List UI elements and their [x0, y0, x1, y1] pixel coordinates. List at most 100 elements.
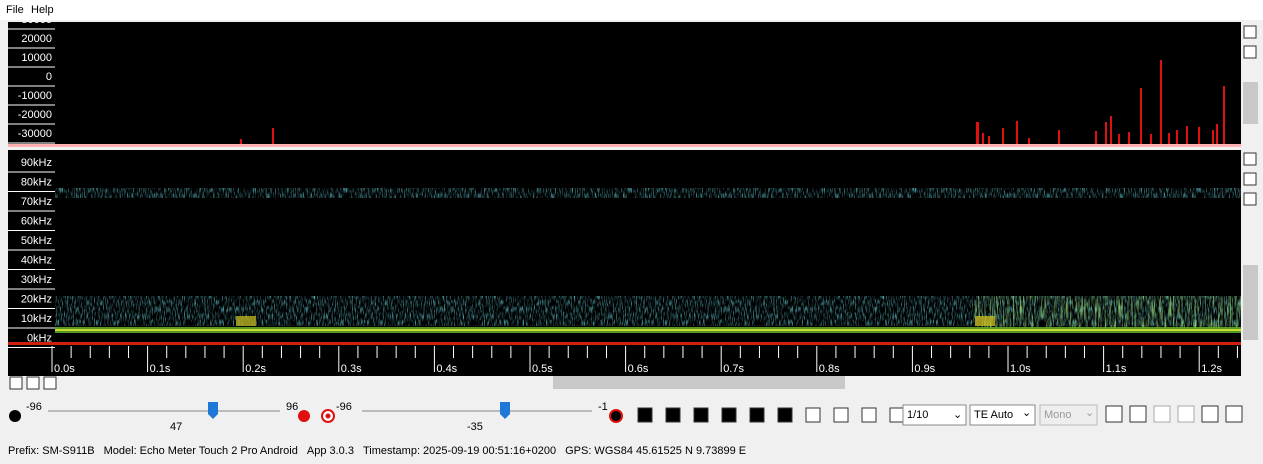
time-label: 0.1s	[150, 363, 171, 375]
waveform-label: -20000	[18, 109, 52, 121]
chevron: ⌄	[1085, 407, 1094, 419]
scroll-thumb[interactable]	[1243, 265, 1258, 340]
slider-thumb[interactable]	[208, 402, 218, 419]
nav-button[interactable]	[1225, 405, 1243, 423]
time-label: 0.7s	[723, 363, 744, 375]
time-axis	[8, 345, 1241, 376]
time-label: 0.4s	[436, 363, 457, 375]
slider-label: -1	[598, 401, 608, 413]
dropdowns: 1/10 TE Auto Mono ⌄ ⌄ ⌄	[902, 404, 1098, 426]
gain-icon	[9, 410, 21, 422]
time-label: 1.0s	[1010, 363, 1031, 375]
time-label: 1.1s	[1106, 363, 1127, 375]
time-label: 0.8s	[819, 363, 840, 375]
slider-label: -35	[467, 421, 483, 433]
zoom-in[interactable]	[9, 376, 23, 390]
frequency-label: 50kHz	[21, 235, 52, 247]
zoom-in[interactable]	[1243, 152, 1257, 166]
tool-button[interactable]	[861, 407, 877, 423]
slider-label: -96	[26, 401, 42, 413]
toolbar	[637, 407, 905, 423]
nav-button[interactable]	[1129, 405, 1147, 423]
trigger-dropdown[interactable]	[969, 404, 1036, 426]
zoom-out[interactable]	[26, 376, 40, 390]
h-scroll-thumb[interactable]	[553, 376, 845, 389]
frequency-label: 30kHz	[21, 274, 52, 286]
tool-button[interactable]	[721, 407, 737, 423]
waveform-label: 0	[46, 71, 52, 83]
channel-dropdown[interactable]	[1039, 404, 1098, 426]
frequency-label: 10kHz	[21, 313, 52, 325]
spectrogram-call	[975, 316, 995, 326]
threshold-icon-dot	[325, 413, 331, 419]
time-ticks	[51, 346, 1238, 372]
slider-label: 47	[170, 421, 182, 433]
status-text: Timestamp: 2025-09-19 00:51:16+0200	[363, 445, 556, 457]
spectrogram-noise	[55, 188, 1241, 198]
channel-value: Mono	[1044, 409, 1072, 421]
status-text: Prefix: SM-S911B	[8, 445, 95, 457]
frequency-label: 60kHz	[21, 215, 52, 227]
time-label: 0.6s	[628, 363, 649, 375]
speed-value: 1/10	[907, 409, 928, 421]
spectrogram-call	[236, 316, 256, 326]
frequency-label: 80kHz	[21, 176, 52, 188]
spectrogram-band	[55, 329, 1241, 331]
status-text: GPS: WGS84 45.61525 N 9.73899 E	[565, 445, 746, 457]
nav-button[interactable]	[1153, 405, 1171, 423]
zoom-out[interactable]	[1243, 172, 1257, 186]
tool-button[interactable]	[805, 407, 821, 423]
trigger-value: TE Auto	[974, 409, 1013, 421]
zoom-in[interactable]	[1243, 25, 1257, 39]
trigger-icon	[609, 409, 623, 423]
frequency-label: 90kHz	[21, 157, 52, 169]
record-icon	[298, 410, 310, 422]
speed-dropdown[interactable]	[902, 404, 967, 426]
tool-button[interactable]	[637, 407, 653, 423]
time-label: 1.2s	[1201, 363, 1222, 375]
menu-bar	[0, 0, 1263, 20]
waveform-label: 10000	[21, 52, 52, 64]
spectrogram-calls	[975, 296, 1241, 328]
time-label: 0.9s	[914, 363, 935, 375]
frequency-label: 0kHz	[27, 332, 52, 344]
zoom-fit[interactable]	[1243, 192, 1257, 206]
status-bar	[0, 443, 1263, 459]
tool-button[interactable]	[833, 407, 849, 423]
waveform-label: 30000	[21, 14, 52, 26]
slider-label: -96	[336, 401, 352, 413]
chevron: ⌄	[1022, 407, 1031, 419]
time-label: 0.0s	[54, 363, 75, 375]
tool-button[interactable]	[665, 407, 681, 423]
menu-item[interactable]: File	[6, 4, 24, 16]
waveform-spikes	[240, 60, 1225, 144]
status-text: Model: Echo Meter Touch 2 Pro Android	[104, 445, 298, 457]
scroll-thumb[interactable]	[1243, 82, 1258, 124]
waveform-label: 20000	[21, 33, 52, 45]
spectrogram-baseline	[8, 342, 1241, 345]
frequency-label: 20kHz	[21, 293, 52, 305]
slider-thumb[interactable]	[500, 402, 510, 419]
nav-button[interactable]	[1177, 405, 1195, 423]
time-label: 0.5s	[532, 363, 553, 375]
tool-button[interactable]	[693, 407, 709, 423]
status-text: App 3.0.3	[307, 445, 354, 457]
slider-label: 96	[286, 401, 298, 413]
chevron: ⌄	[953, 409, 962, 421]
menu-item[interactable]: Help	[31, 4, 54, 16]
tool-button[interactable]	[777, 407, 793, 423]
waveform-panel	[8, 22, 1241, 147]
frequency-label: 40kHz	[21, 254, 52, 266]
nav-button[interactable]	[1201, 405, 1219, 423]
waveform-label: -10000	[18, 90, 52, 102]
frequency-label: 70kHz	[21, 196, 52, 208]
waveform-label: -30000	[18, 128, 52, 140]
zoom-fit[interactable]	[43, 376, 57, 390]
tool-button[interactable]	[749, 407, 765, 423]
zoom-out[interactable]	[1243, 45, 1257, 59]
tool-button[interactable]	[889, 407, 905, 423]
nav-button[interactable]	[1105, 405, 1123, 423]
waveform-baseline	[8, 144, 1241, 147]
